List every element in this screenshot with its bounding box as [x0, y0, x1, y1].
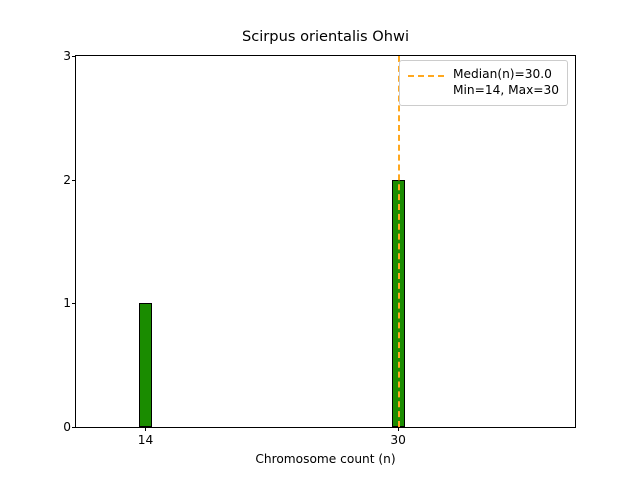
y-tick-mark — [72, 427, 76, 428]
y-tick-mark — [72, 56, 76, 57]
chart-title: Scirpus orientalis Ohwi — [241, 28, 410, 45]
y-tick-label: 0 — [63, 420, 71, 434]
legend-entry-median: Median(n)=30.0 Min=14, Max=30 — [408, 67, 559, 98]
y-tick-label: 2 — [63, 172, 71, 187]
y-tick-mark — [72, 303, 76, 305]
y-tick-label: 3 — [63, 49, 71, 63]
legend: Median(n)=30.0 Min=14, Max=30 — [399, 60, 569, 106]
legend-line-minmax: Min=14, Max=30 — [453, 82, 560, 97]
plot-area: 0 1 2 3 14 30 — [63, 49, 576, 447]
x-tick-mark — [145, 427, 147, 431]
y-tick-label: 1 — [63, 296, 71, 311]
plot-inner — [76, 56, 575, 427]
x-axis-label: Chromosome count (n) — [255, 452, 396, 466]
x-tick-label: 30 — [390, 433, 406, 447]
x-tick-mark — [398, 427, 400, 431]
legend-entry-label: Median(n)=30.0 Min=14, Max=30 — [453, 67, 559, 98]
legend-line-median: Median(n)=30.0 — [453, 67, 552, 81]
bar-14 — [138, 303, 152, 427]
y-tick-mark — [72, 179, 76, 181]
dashed-line-icon — [408, 67, 444, 82]
median-line — [398, 56, 401, 427]
x-tick-label: 14 — [137, 433, 154, 447]
